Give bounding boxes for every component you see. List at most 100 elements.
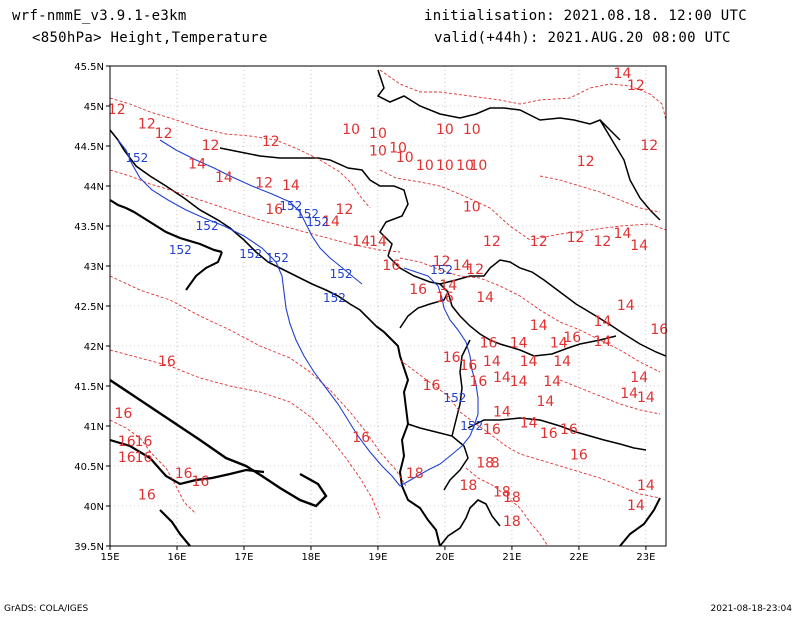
temperature-contour-label: 14 bbox=[593, 314, 611, 330]
calabria-coast bbox=[110, 438, 265, 486]
lon-tick-label: 19E bbox=[368, 552, 387, 563]
temperature-contour-label: 12 bbox=[577, 154, 595, 170]
temperature-contour-label: 18 bbox=[406, 466, 424, 482]
temperature-contour-label: 14 bbox=[620, 386, 638, 402]
temperature-contour-label: 16 bbox=[114, 406, 132, 422]
temperature-contour-label: 14 bbox=[627, 498, 645, 514]
lon-tick-label: 23E bbox=[636, 552, 655, 563]
grads-credit: GrADS: COLA/IGES bbox=[4, 604, 89, 614]
temperature-contour-label: 16 bbox=[118, 434, 136, 450]
temperature-contour-label: 12 bbox=[433, 254, 451, 270]
temperature-contour-label: 14 bbox=[637, 478, 655, 494]
render-timestamp: 2021-08-18-23:04 bbox=[710, 604, 793, 614]
temperature-contour-label: 12 bbox=[567, 230, 585, 246]
temperature-contour-label: 16 bbox=[443, 350, 461, 366]
temperature-contour-label: 12 bbox=[138, 116, 156, 132]
temperature-contour-label: 14 bbox=[510, 336, 528, 352]
lat-tick-label: 44.5N bbox=[74, 142, 104, 153]
temperature-contour-label: 10 bbox=[436, 122, 454, 138]
temperature-contour-label: 14 bbox=[543, 374, 561, 390]
lon-tick-label: 16E bbox=[167, 552, 186, 563]
temperature-contour-label: 16 bbox=[158, 354, 176, 370]
temperature-contour-label: 10 bbox=[369, 144, 387, 160]
lon-tick-label: 17E bbox=[234, 552, 253, 563]
aegean-coast bbox=[619, 497, 661, 546]
temperature-contour-label: 16 bbox=[570, 448, 588, 464]
temperature-contour-label: 10 bbox=[470, 158, 488, 174]
temperature-contour-label: 10 bbox=[456, 158, 474, 174]
init-time: initialisation: 2021.08.18. 12:00 UTC bbox=[424, 8, 747, 24]
coastlines-borders bbox=[110, 69, 666, 546]
temperature-contour-label: 10 bbox=[389, 140, 407, 156]
border-albania-macedonia bbox=[451, 339, 471, 437]
lat-tick-label: 41.5N bbox=[74, 382, 104, 393]
border-albania-greece bbox=[407, 423, 469, 491]
height-contour-label: 152 bbox=[125, 151, 148, 165]
temperature-contour-label: 14 bbox=[352, 234, 370, 250]
temperature-contour-label: 14 bbox=[483, 354, 501, 370]
height-contour-label: 152 bbox=[323, 291, 346, 305]
field-title: <850hPa> Height,Temperature bbox=[32, 30, 268, 46]
temperature-contour-label: 12 bbox=[627, 78, 645, 94]
lat-tick-label: 41N bbox=[84, 422, 104, 433]
temperature-contour-label: 12 bbox=[202, 138, 220, 154]
lat-tick-label: 42.5N bbox=[74, 302, 104, 313]
lat-tick-label: 39.5N bbox=[74, 542, 104, 553]
temperature-contour-label: 14 bbox=[593, 334, 611, 350]
apulia-coast bbox=[110, 379, 328, 508]
temperature-contour-label: 14 bbox=[537, 394, 555, 410]
axis-ticks: 15E 16E 17E 18E 19E 20E 21E 22E 23E 45.5N 45N 44.5N… bbox=[74, 62, 655, 563]
border-kosovo bbox=[439, 259, 666, 357]
temperature-contour-label: 10 bbox=[416, 158, 434, 174]
temperature-contour-label: 18 bbox=[503, 514, 521, 530]
temperature-contour-label: 14 bbox=[614, 66, 632, 82]
height-contour-label: 152 bbox=[196, 219, 219, 233]
gargano bbox=[185, 251, 223, 291]
model-title: wrf-nmmE_v3.9.1-e3km bbox=[12, 8, 187, 24]
temperature-contour-label: 16 bbox=[382, 258, 400, 274]
temperature-contour-label: 18 bbox=[476, 456, 494, 472]
height-contour-label: 152 bbox=[306, 215, 329, 229]
height-contour-label: 152 bbox=[460, 419, 483, 433]
border-bosnia bbox=[219, 147, 409, 257]
lat-tick-label: 43N bbox=[84, 262, 104, 273]
temperature-contour-label: 16 bbox=[265, 202, 283, 218]
temperature-contour-label: 16 bbox=[192, 474, 210, 490]
temperature-contour-label: 14 bbox=[369, 234, 387, 250]
temperature-contour-label: 16 bbox=[138, 488, 156, 504]
lat-tick-label: 42N bbox=[84, 342, 104, 353]
temperature-contour-label: 12 bbox=[108, 102, 126, 118]
temperature-contour-label: 14 bbox=[493, 404, 511, 420]
temperature-contour-label: 18 bbox=[493, 484, 511, 500]
temperature-contour-label: 8 bbox=[491, 456, 500, 472]
temperature-contour-label: 10 bbox=[463, 122, 481, 138]
temperature-contour-label: 16 bbox=[118, 450, 136, 466]
temperature-contour-label: 16 bbox=[409, 282, 427, 298]
height-contour-label: 152 bbox=[239, 247, 262, 261]
temperature-contour-label: 16 bbox=[135, 434, 153, 450]
temperature-contour-label: 14 bbox=[550, 336, 568, 352]
lon-tick-label: 20E bbox=[435, 552, 454, 563]
temperature-contour-label: 10 bbox=[369, 126, 387, 142]
border-serbia-romania bbox=[376, 69, 621, 141]
temperature-contour-label: 12 bbox=[640, 138, 658, 154]
temperature-contour-label: 16 bbox=[436, 290, 454, 306]
temperature-contour-label: 14 bbox=[520, 354, 538, 370]
temperature-contour-label: 12 bbox=[155, 126, 173, 142]
temperature-contour-label: 16 bbox=[470, 374, 488, 390]
temperature-contour-label: 14 bbox=[439, 278, 457, 294]
temperature-contour-label: 16 bbox=[175, 466, 193, 482]
temperature-contour-label: 16 bbox=[480, 336, 498, 352]
lat-tick-label: 45N bbox=[84, 102, 104, 113]
temperature-contour-label: 16 bbox=[352, 430, 370, 446]
height-contours bbox=[117, 139, 479, 487]
temperature-contours bbox=[110, 69, 666, 546]
temperature-contour-label: 14 bbox=[453, 258, 471, 274]
temperature-contour-label: 12 bbox=[530, 234, 548, 250]
temperature-contour-label: 14 bbox=[630, 370, 648, 386]
height-contour-label: 152 bbox=[279, 199, 302, 213]
temperature-contour-label: 16 bbox=[563, 330, 581, 346]
temperature-contour-label: 14 bbox=[188, 156, 206, 172]
height-contour-label: 152 bbox=[444, 391, 467, 405]
